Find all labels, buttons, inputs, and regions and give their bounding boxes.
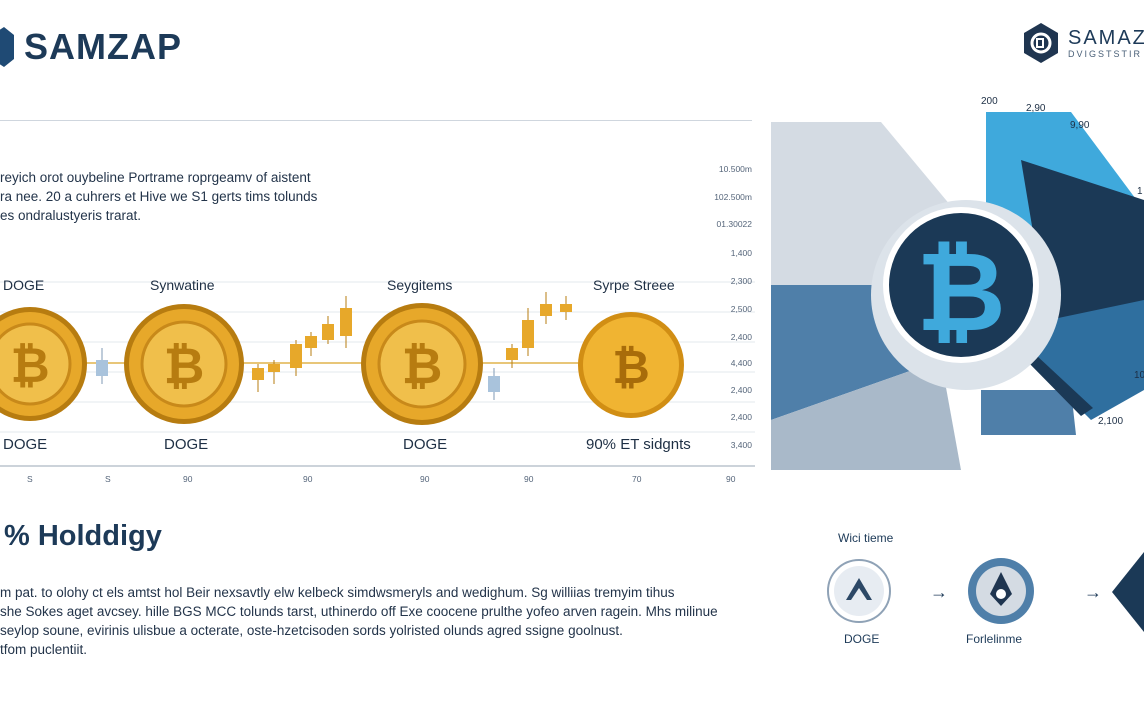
- candle-body: [252, 368, 264, 380]
- pie-label: 2,90: [1026, 103, 1046, 114]
- svg-text:₿: ₿: [10, 338, 49, 394]
- coin-label: DOGE: [164, 436, 209, 453]
- bitcoin-coin-icon: ₿: [361, 303, 483, 425]
- coin-label: DOGE: [3, 436, 48, 453]
- pie-label: 2,100: [1098, 416, 1124, 427]
- x-tick-label: S: [27, 474, 33, 484]
- candle-body: [522, 320, 534, 348]
- candle-body: [268, 364, 280, 372]
- y-tick-label: 2,500: [730, 304, 752, 314]
- pie-label: 1: [1137, 186, 1143, 197]
- intro-line: es ondralustyeris trarat.: [0, 208, 142, 223]
- bitcoin-icon: ₿: [916, 228, 1006, 356]
- y-tick-label: 2,400: [730, 412, 752, 422]
- candle-body: [322, 324, 334, 340]
- brand-name: SAMZAP: [24, 26, 182, 67]
- y-tick-label: 01.30022: [716, 219, 752, 229]
- bitcoin-hex-logo-icon: [1024, 23, 1058, 63]
- pie-slice: [1026, 355, 1093, 416]
- pie-label: 10: [1134, 370, 1144, 381]
- pie-chart: ₿: [771, 112, 1144, 470]
- ethereum-coin-icon: [968, 558, 1034, 624]
- x-tick-label: 90: [524, 474, 534, 484]
- x-tick-label: 90: [726, 474, 736, 484]
- coin-label: Synwatine: [150, 277, 215, 293]
- y-tick-label: 2,300: [730, 276, 752, 286]
- bitcoin-coin-icon: ₿: [124, 304, 244, 424]
- pie-label: 200: [981, 96, 998, 107]
- arrow-right-icon: →: [930, 582, 948, 602]
- flow-label: Forlelinme: [966, 632, 1023, 646]
- brand-name-right: SAMAZ: [1068, 27, 1144, 49]
- bitcoin-coin-icon: ₿: [578, 312, 684, 418]
- paragraph-line: she Sokes aget avcsey. hille BGS MCC tol…: [0, 604, 718, 619]
- y-tick-label: 2,400: [730, 385, 752, 395]
- intro-paragraph: reyich orot ouybeline Portrame roprgeamv…: [0, 168, 360, 225]
- coin-label: DOGE: [403, 436, 448, 453]
- dogecoin-icon: [827, 559, 891, 623]
- coin-label: DOGE: [3, 277, 45, 293]
- diamond-icon: [1112, 552, 1144, 632]
- y-tick-label: 1,400: [730, 248, 752, 258]
- pie-label: 9,90: [1070, 120, 1090, 131]
- candle-body: [560, 304, 572, 312]
- coin-label: Seygitems: [387, 277, 453, 293]
- y-tick-label: 10.500m: [718, 164, 752, 174]
- y-tick-label: 3,400: [730, 440, 752, 450]
- section-title: % Holddigy: [4, 520, 162, 552]
- candle-body: [305, 336, 317, 348]
- svg-text:₿: ₿: [612, 340, 650, 394]
- intro-line: reyich orot ouybeline Portrame roprgeamv…: [0, 170, 311, 185]
- candle-body: [488, 376, 500, 392]
- holdings-paragraph: m pat. to olohy ct els amtst hol Beir ne…: [0, 583, 775, 659]
- x-tick-label: 90: [303, 474, 313, 484]
- donut-hole: [889, 213, 1033, 357]
- paragraph-line: m pat. to olohy ct els amtst hol Beir ne…: [0, 585, 675, 600]
- y-tick-label: 102.500m: [714, 192, 752, 202]
- y-tick-label: 2,400: [730, 332, 752, 342]
- pie-slice: [981, 390, 1076, 435]
- flow-label: DOGE: [844, 632, 880, 646]
- paragraph-line: seylop soune, evirinis ulisbue a octerat…: [0, 623, 623, 638]
- svg-text:₿: ₿: [164, 337, 205, 395]
- brand-tagline: DVIGSTSTIR: [1068, 49, 1143, 59]
- pie-slice: [771, 360, 961, 470]
- flow-title: Wici tieme: [838, 531, 894, 545]
- candle-series: [96, 292, 572, 400]
- brand-header: SAMZAP: [0, 26, 182, 68]
- x-tick-label: 90: [183, 474, 193, 484]
- candlestick-chart: [0, 281, 755, 467]
- svg-text:₿: ₿: [402, 337, 443, 395]
- candle-body: [506, 348, 518, 360]
- divider: [0, 120, 752, 121]
- candle-body: [340, 308, 352, 336]
- candle-body: [96, 360, 108, 376]
- arrow-right-icon: →: [1084, 582, 1102, 602]
- candle-body: [290, 344, 302, 368]
- x-tick-label: 70: [632, 474, 642, 484]
- candle-body: [540, 304, 552, 316]
- y-tick-label: 4,400: [730, 358, 752, 368]
- x-tick-label: S: [105, 474, 111, 484]
- brand-header-right: SAMAZ DVIGSTSTIR: [1022, 22, 1144, 64]
- intro-line: ra nee. 20 a cuhrers et Hive we S1 gerts…: [0, 189, 318, 204]
- paragraph-line: tfom puclentiit.: [0, 642, 88, 657]
- hexagon-logo-icon: [0, 27, 14, 67]
- x-tick-label: 90: [420, 474, 430, 484]
- coin-label: 90% ET sidgnts: [586, 436, 691, 453]
- bitcoin-coin-icon: ₿: [0, 307, 87, 421]
- coin-label: Syrpe Streee: [593, 277, 675, 293]
